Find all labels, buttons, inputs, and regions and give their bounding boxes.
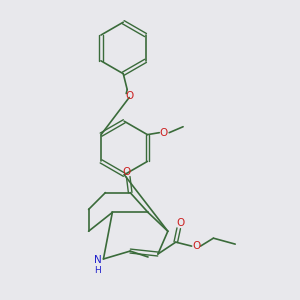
Text: O: O: [192, 241, 201, 251]
Text: O: O: [159, 128, 167, 138]
Text: H: H: [94, 266, 101, 275]
Text: N: N: [94, 255, 101, 265]
Text: O: O: [122, 167, 130, 177]
Text: O: O: [125, 91, 133, 100]
Text: O: O: [177, 218, 185, 228]
